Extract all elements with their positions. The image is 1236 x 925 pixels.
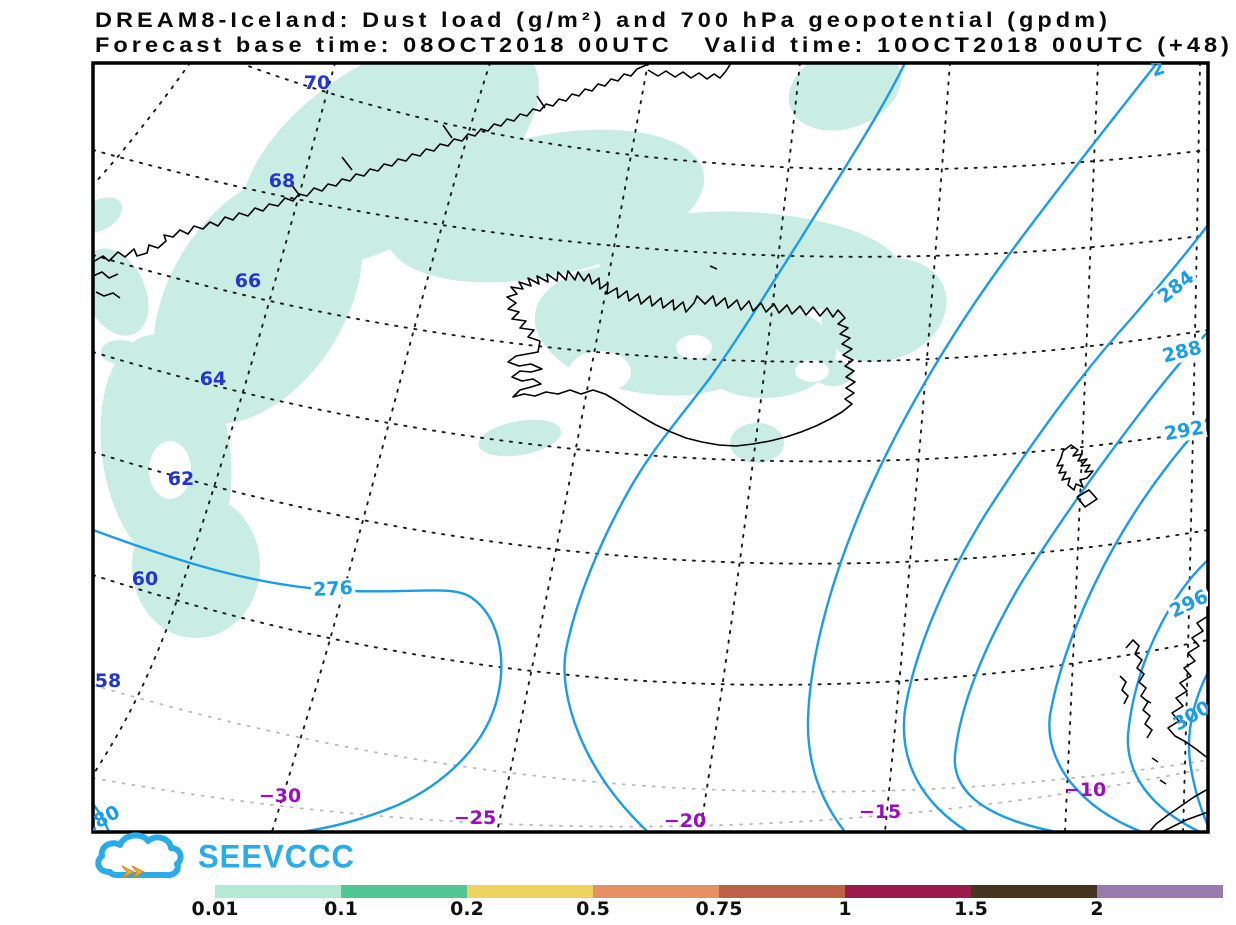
dust-load-shading [93, 63, 947, 638]
colorbar-segment [467, 885, 593, 898]
colorbar-segment [341, 885, 467, 898]
contour-300 [1187, 670, 1208, 828]
title-block: DREAM8-Iceland: Dust load (g/m²) and 700… [95, 8, 1235, 58]
map-title: DREAM8-Iceland: Dust load (g/m²) and 700… [95, 9, 1111, 32]
dust-shading-holes [149, 335, 829, 499]
colorbar-tick-label: 1.5 [954, 898, 988, 920]
map-subtitle: Forecast base time: 08OCT2018 00UTC Vali… [95, 34, 1233, 57]
faroe-islands-coast [1056, 444, 1098, 508]
greenland-fjords [290, 95, 546, 197]
coastlines [93, 63, 1208, 832]
greenland-coast-arm [647, 63, 732, 80]
colorbar-segment [215, 885, 341, 898]
colorbar-tick-label: 0.2 [450, 898, 484, 920]
colorbar-tick-label: 0.5 [576, 898, 610, 920]
colorbar-tick-label: 0.75 [695, 898, 743, 920]
contour-280-corner [93, 802, 111, 832]
contour-se-iceland [806, 63, 1159, 832]
scotland-coast [1148, 615, 1208, 832]
colorbar-tick-labels: 0.01 0.1 0.2 0.5 0.75 1 1.5 2 [0, 898, 1236, 920]
iceland-coast [506, 270, 856, 447]
contour-276 [93, 528, 503, 832]
seevccc-cloud-icon [95, 832, 184, 879]
map-frame [91, 61, 1210, 834]
contour-288 [953, 330, 1208, 832]
greenland-coast [93, 63, 651, 263]
latitude-gridlines-faint [93, 684, 1208, 828]
greenland-islets [93, 271, 121, 299]
small-islands [709, 265, 1167, 785]
contour-292 [1048, 416, 1208, 832]
contour-284 [902, 223, 1208, 832]
contour-iceland [563, 63, 907, 832]
latitude-gridlines [93, 63, 1208, 686]
colorbar-tick-label: 1 [838, 898, 852, 920]
hebrides-coast [1119, 639, 1153, 739]
colorbar-segment [971, 885, 1097, 898]
colorbar-tick-label: 0.01 [191, 898, 239, 920]
seevccc-logo: SEEVCCC [95, 836, 355, 878]
colorbar-tick-label: 2 [1090, 898, 1104, 920]
dust-load-colorbar [215, 885, 1223, 898]
colorbar-tick-label: 0.1 [324, 898, 358, 920]
colorbar-segment [719, 885, 845, 898]
colorbar-segment [845, 885, 971, 898]
colorbar-segment [1097, 885, 1223, 898]
seevccc-logo-text: SEEVCCC [198, 838, 355, 875]
colorbar-segment [593, 885, 719, 898]
